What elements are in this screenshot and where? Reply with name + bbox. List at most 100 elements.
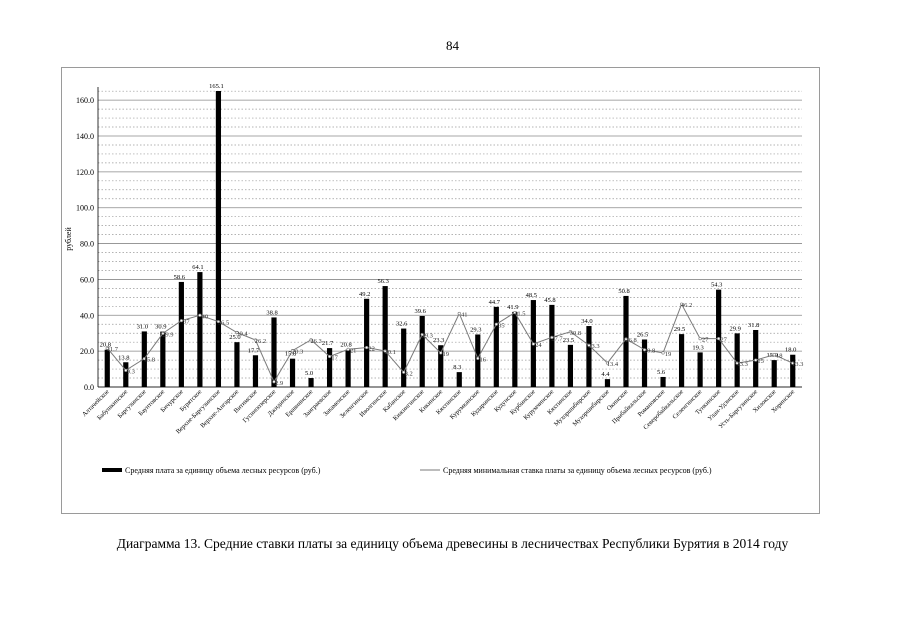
line-data-label: 23.3 (588, 343, 599, 350)
line-point (661, 351, 665, 355)
line-data-label: 19 (665, 351, 672, 358)
line-data-label: 8.2 (405, 370, 413, 377)
bar (364, 298, 370, 387)
line-data-label: 17 (331, 355, 338, 362)
line-point (735, 361, 739, 365)
bar-data-label: 20.8 (100, 342, 111, 349)
bar-data-label: 34.0 (581, 318, 592, 325)
line-data-label: 29.3 (422, 332, 433, 339)
line-data-label: 20.3 (292, 349, 303, 356)
line-data-label: 26.2 (255, 338, 266, 345)
bar-data-label: 56.3 (377, 278, 388, 285)
bar (308, 378, 314, 387)
bar (512, 311, 518, 387)
bar-data-label: 31.8 (748, 322, 759, 329)
bar-data-label: 23.5 (563, 337, 574, 344)
line-data-label: 20.1 (384, 349, 395, 356)
line-point (439, 351, 443, 355)
bar (382, 286, 388, 387)
line-point (179, 319, 183, 323)
bar-data-label: 21.7 (322, 340, 334, 347)
bar-data-label: 17.7 (248, 347, 260, 354)
bar (271, 317, 277, 387)
line-point (290, 349, 295, 353)
bar (771, 360, 777, 387)
line-point (717, 336, 721, 341)
bar (419, 316, 425, 387)
line-data-label: 27.7 (551, 335, 563, 342)
line-point (550, 335, 554, 339)
bar-data-label: 25.0 (229, 334, 240, 341)
line-point (698, 336, 702, 341)
y-tick-label: 40.0 (80, 311, 94, 320)
line-data-label: 46.2 (681, 302, 692, 309)
line-point (568, 330, 573, 334)
line-point (365, 345, 369, 350)
bar-data-label: 54.3 (711, 282, 722, 289)
bar-data-label: 19.3 (692, 344, 703, 351)
line-point (402, 370, 406, 374)
bar (475, 334, 481, 387)
bar-data-label: 45.8 (544, 297, 555, 304)
line-point (346, 347, 350, 351)
bar (123, 362, 129, 387)
line-point (420, 332, 424, 337)
bar-data-label: 26.5 (637, 331, 648, 338)
bar-data-label: 30.9 (155, 324, 166, 331)
chart-caption: Диаграмма 13. Средние ставки платы за ед… (116, 536, 789, 551)
bar (697, 352, 703, 387)
bar-data-label: 5.0 (305, 370, 313, 377)
line-point (309, 338, 313, 342)
line-point (253, 338, 258, 342)
line-data-label: 20.8 (644, 348, 655, 355)
line-point (754, 358, 758, 362)
line-data-label: 13.3 (736, 361, 747, 368)
line-data-label: 35 (498, 322, 505, 329)
bar (790, 354, 796, 387)
line-data-label: 30.4 (236, 330, 248, 337)
line-data-label: 27 (720, 337, 727, 344)
line-point (476, 356, 480, 360)
bar-data-label: 13.8 (118, 354, 129, 361)
line-point (272, 380, 276, 384)
line-point (772, 353, 776, 357)
bar (456, 372, 462, 387)
line-data-label: 27 (702, 337, 709, 344)
bar-data-label: 8.3 (453, 364, 461, 371)
bar (215, 91, 222, 387)
bar (604, 379, 611, 387)
page-number: 84 (446, 38, 459, 53)
bar (234, 342, 240, 387)
bar-data-label: 29.3 (470, 326, 481, 333)
y-tick-label: 140.0 (76, 132, 94, 141)
bar-data-label: 29.5 (674, 326, 685, 333)
bar (586, 326, 592, 387)
line-point (327, 354, 332, 359)
line-point (531, 342, 535, 346)
min-rate-line (106, 302, 793, 383)
legend-label-bar: Средняя плата за единицу объема лесных р… (125, 466, 321, 475)
line-data-label: 37 (183, 319, 190, 326)
line-data-label: 36.5 (218, 320, 229, 327)
bar-data-label: 48.5 (526, 292, 537, 299)
line-point (513, 310, 517, 315)
line-point (216, 319, 221, 324)
bar-data-label: 44.7 (489, 299, 501, 306)
line-data-label: 30.8 (570, 330, 581, 337)
line-point (142, 357, 146, 361)
bar (326, 348, 333, 387)
y-tick-label: 160.0 (76, 96, 94, 105)
bar-data-label: 31.0 (137, 323, 148, 330)
bar (289, 358, 296, 387)
bar (567, 344, 574, 387)
bar (345, 349, 351, 387)
line-point (605, 361, 610, 365)
bar (252, 355, 259, 387)
bar (641, 339, 648, 387)
line-data-label: 2.9 (275, 380, 283, 387)
bar (438, 345, 444, 387)
line-data-label: 18 (776, 353, 783, 360)
bar-data-label: 50.8 (618, 288, 629, 295)
bar (734, 333, 740, 387)
bar-data-label: 18.0 (785, 347, 796, 354)
